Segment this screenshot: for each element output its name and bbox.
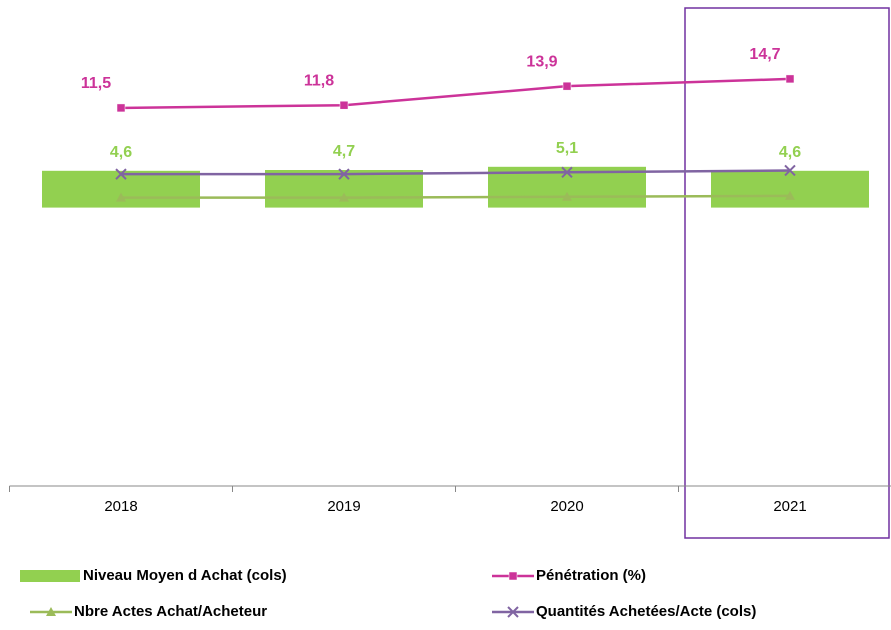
- legend-marker: [507, 606, 519, 618]
- marker: [339, 192, 349, 202]
- data-label: 14,7: [749, 46, 780, 63]
- marker: [784, 164, 796, 177]
- legend-label: Niveau Moyen d Achat (cols): [83, 567, 287, 584]
- bar: [42, 170, 200, 208]
- data-label: 11,8: [304, 72, 334, 89]
- marker: [339, 100, 349, 110]
- legend-label: Nbre Actes Achat/Acheteur: [74, 603, 267, 620]
- data-label: 13,9: [526, 53, 557, 70]
- bar: [265, 170, 423, 208]
- line: [121, 194, 791, 199]
- line: [121, 169, 791, 176]
- marker: [338, 168, 350, 180]
- x-tick-label: 2019: [327, 498, 360, 515]
- legend-marker: [46, 607, 56, 616]
- marker: [116, 103, 126, 113]
- legend-marker: [508, 571, 518, 581]
- data-label: 11,5: [81, 75, 111, 92]
- legend-label: Pénétration (%): [536, 567, 646, 584]
- data-label: 4,7: [333, 143, 355, 160]
- bar: [711, 170, 869, 208]
- marker: [562, 191, 572, 201]
- x-tick-label: 2018: [104, 498, 137, 515]
- line: [120, 77, 791, 110]
- marker: [785, 190, 795, 200]
- marker: [561, 166, 573, 179]
- legend-swatch: [20, 570, 80, 582]
- marker: [115, 168, 127, 180]
- highlight-box: [684, 7, 890, 539]
- marker: [785, 74, 795, 84]
- data-label: 5,1: [556, 140, 578, 157]
- marker: [116, 192, 126, 202]
- marker: [562, 81, 572, 91]
- data-label: 4,6: [779, 144, 801, 161]
- legend-label: Quantités Achetées/Acte (cols): [536, 603, 756, 620]
- x-tick-label: 2021: [773, 498, 806, 515]
- data-label: 4,6: [110, 144, 132, 161]
- x-tick-label: 2020: [550, 498, 583, 515]
